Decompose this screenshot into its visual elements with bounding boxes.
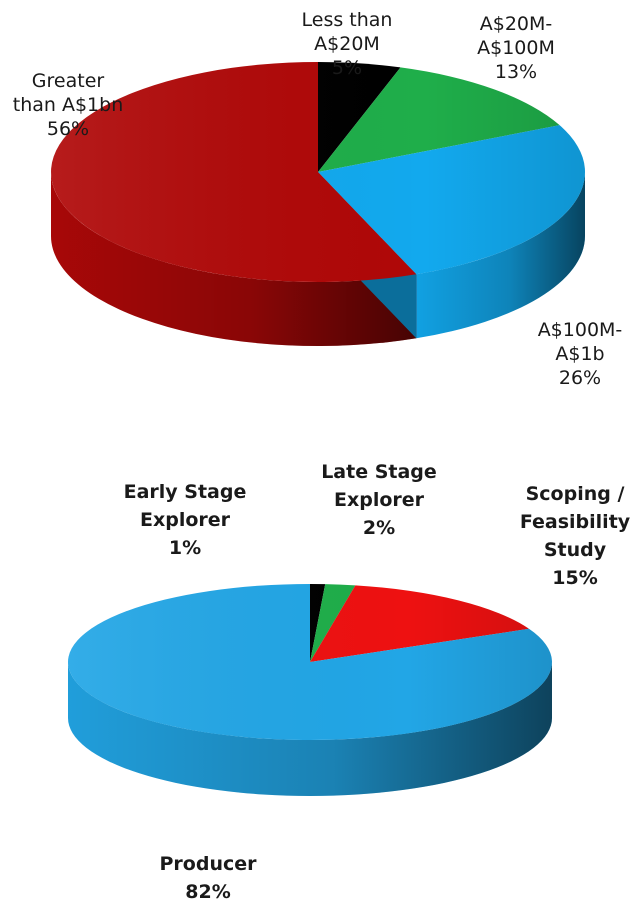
slice-producer-side-shade [68, 662, 552, 796]
market-cap-pie-chart: Less than A$20M 5%A$20M-A$100M 13%A$100M-A$… [13, 9, 623, 389]
slice-late-stage-explorer-label: Late Stage Explorer 2% [321, 461, 437, 539]
slice-producer-label-line: 82% [185, 881, 230, 903]
company-stage-pie-chart: Early Stage Explorer 1% Late Stage Explorer 2… [68, 461, 631, 903]
slice-scoping-feasibility-study-label-line: 15% [552, 567, 597, 589]
slice-a20m-a100m-label-line: 13% [495, 61, 537, 83]
slice-less-than-a20m-label-line: A$20M [314, 33, 380, 55]
slice-early-stage-explorer-label-line: Explorer [140, 509, 231, 531]
slice-a20m-a100m-label-line: A$20M- [480, 13, 553, 35]
slice-greater-than-a1bn-side-shade [51, 172, 417, 347]
slice-late-stage-explorer-label-line: Explorer [334, 489, 425, 511]
slice-less-than-a20m-label: Less than A$20M 5% [302, 9, 393, 79]
slice-less-than-a20m-label-line: 5% [332, 57, 362, 79]
slice-a100m-a1b-label: A$100M-A$1b 26% [538, 319, 623, 389]
slice-early-stage-explorer-label-line: 1% [169, 537, 201, 559]
slice-scoping-feasibility-study-label-line: Scoping / [526, 483, 625, 505]
slice-a100m-a1b-label-line: 26% [559, 367, 601, 389]
slice-producer-label-line: Producer [160, 853, 258, 875]
slice-scoping-feasibility-study-label-line: Feasibility [520, 511, 631, 533]
slice-less-than-a20m-label-line: Less than [302, 9, 393, 31]
slice-greater-than-a1bn-label: Greater than A$1bn 56% [13, 70, 124, 140]
slice-late-stage-explorer-label-line: 2% [363, 517, 395, 539]
slice-greater-than-a1bn-label-line: 56% [47, 118, 89, 140]
slice-producer-label: Producer 82% [160, 853, 258, 903]
slice-scoping-feasibility-study-label-line: Study [544, 539, 607, 561]
slice-a20m-a100m-label-line: A$100M [477, 37, 555, 59]
slice-greater-than-a1bn-label-line: than A$1bn [13, 94, 124, 116]
slice-a100m-a1b-label-line: A$100M- [538, 319, 623, 341]
slice-early-stage-explorer-label: Early Stage Explorer 1% [124, 481, 247, 559]
slice-scoping-feasibility-study-label: Scoping / Feasibility Study 15% [520, 483, 631, 589]
slice-greater-than-a1bn-label-line: Greater [32, 70, 105, 92]
slice-late-stage-explorer-label-line: Late Stage [321, 461, 437, 483]
slice-a20m-a100m-label: A$20M-A$100M 13% [477, 13, 555, 83]
slice-a100m-a1b-label-line: A$1b [555, 343, 604, 365]
slice-early-stage-explorer-label-line: Early Stage [124, 481, 247, 503]
